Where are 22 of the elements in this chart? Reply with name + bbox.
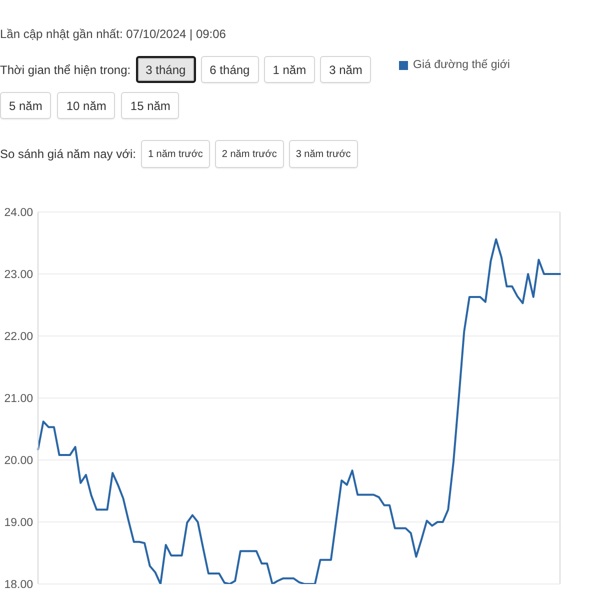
time-range-button[interactable]: 5 năm xyxy=(0,92,52,119)
time-range-button[interactable]: 3 tháng xyxy=(136,56,196,83)
y-tick-label: 23.00 xyxy=(4,269,33,282)
time-range-button[interactable]: 3 năm xyxy=(320,56,372,83)
legend-label: Giá đường thế giới xyxy=(413,59,510,71)
y-tick-label: 18.00 xyxy=(4,579,33,592)
text: So sánh giá năm nay với: xyxy=(0,147,136,161)
time-range-button[interactable]: 1 năm xyxy=(264,56,316,83)
y-tick-label: 22.00 xyxy=(4,331,33,344)
time-range-button[interactable]: 15 năm xyxy=(121,92,180,119)
y-tick-label: 21.00 xyxy=(4,393,33,406)
time-range-button[interactable]: 10 năm xyxy=(57,92,116,119)
time-range-button[interactable]: 6 tháng xyxy=(200,56,259,83)
compare-button[interactable]: 1 năm trước xyxy=(140,140,210,168)
y-tick-label: 19.00 xyxy=(4,517,33,530)
compare-button[interactable]: 3 năm trước xyxy=(288,140,358,168)
compare-button[interactable]: 2 năm trước xyxy=(214,140,284,168)
line-series xyxy=(37,238,561,584)
y-tick-label: 24.00 xyxy=(4,207,33,220)
text: Lần cập nhật gần nhất: 07/10/2024 | 09:06 xyxy=(0,27,226,41)
y-tick-label: 20.00 xyxy=(4,455,33,468)
text: Thời gian thể hiện trong: xyxy=(0,62,131,76)
